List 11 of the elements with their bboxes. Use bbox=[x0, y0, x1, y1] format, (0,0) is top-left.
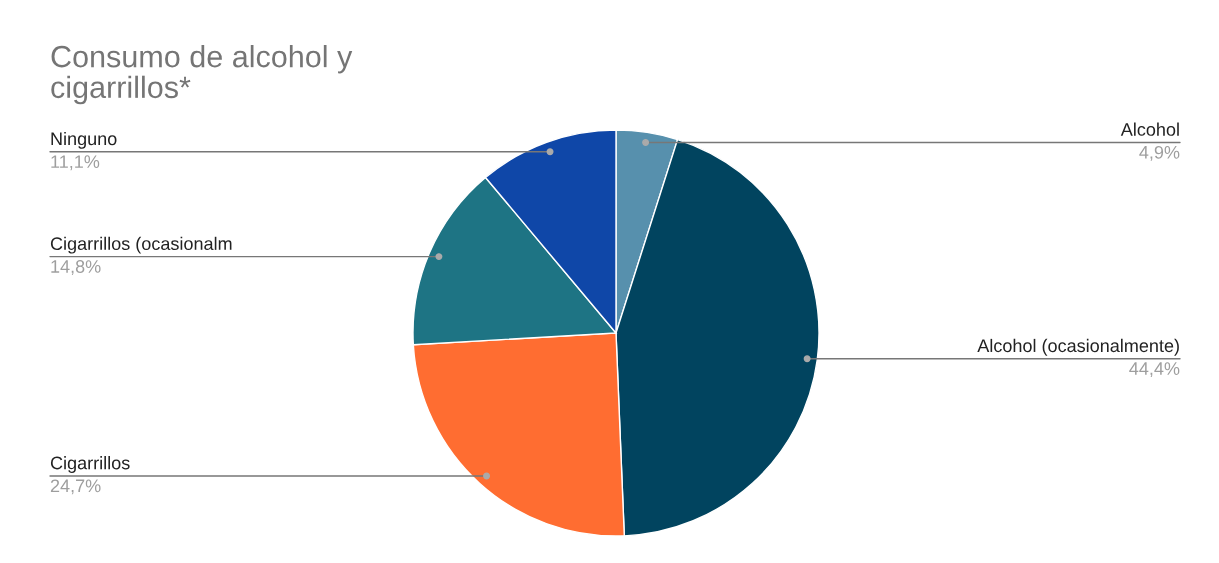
data-label: 11,1% bbox=[51, 155, 100, 171]
data-label: 24,7% bbox=[50, 479, 101, 495]
data-label: 4,9% bbox=[1139, 145, 1180, 161]
slice-label: Alcohol (ocasionalmente) bbox=[977, 338, 1179, 356]
slice-label: Cigarrillos bbox=[50, 456, 130, 473]
data-label: 14,8% bbox=[51, 260, 101, 276]
slice-label: Cigarrillos (ocasionalm bbox=[50, 236, 232, 254]
slice-label: Alcohol bbox=[1120, 122, 1179, 136]
chart-title: Consumo de alcohol y cigarrillos* bbox=[51, 45, 353, 105]
data-label: 44,4% bbox=[1129, 362, 1180, 378]
slice-label: Ninguno bbox=[51, 131, 117, 149]
